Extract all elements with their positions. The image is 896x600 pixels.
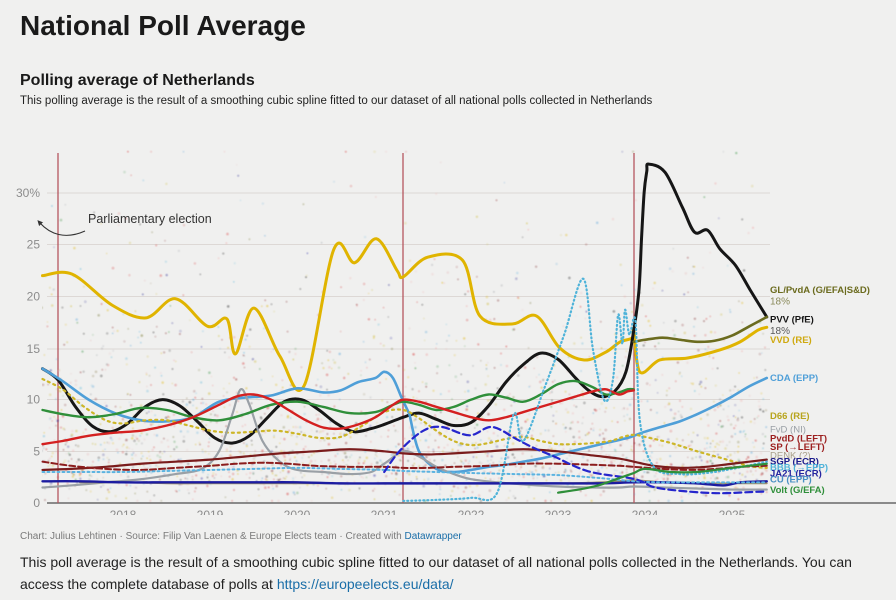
svg-text:15: 15 xyxy=(27,342,41,356)
svg-text:2022: 2022 xyxy=(458,508,485,515)
svg-text:18%: 18% xyxy=(770,297,790,308)
svg-text:2025: 2025 xyxy=(719,508,746,515)
svg-text:D66 (RE): D66 (RE) xyxy=(770,411,810,422)
svg-text:PVV (PfE): PVV (PfE) xyxy=(770,315,814,326)
svg-text:2021: 2021 xyxy=(371,508,398,515)
svg-text:25: 25 xyxy=(27,238,41,252)
svg-text:10: 10 xyxy=(27,393,41,407)
svg-text:30%: 30% xyxy=(16,186,40,200)
svg-text:2019: 2019 xyxy=(197,508,224,515)
svg-text:2023: 2023 xyxy=(545,508,572,515)
svg-text:VVD (RE): VVD (RE) xyxy=(770,335,812,346)
svg-text:Volt (G/EFA): Volt (G/EFA) xyxy=(770,485,825,496)
svg-text:Parliamentary election: Parliamentary election xyxy=(88,212,212,226)
svg-text:CDA (EPP): CDA (EPP) xyxy=(770,373,818,384)
svg-text:2018: 2018 xyxy=(110,508,137,515)
svg-text:0: 0 xyxy=(33,496,40,510)
svg-text:CU (EPP): CU (EPP) xyxy=(770,475,812,486)
svg-text:20: 20 xyxy=(27,290,41,304)
svg-text:5: 5 xyxy=(33,445,40,459)
svg-text:GL/PvdA (G/EFA|S&D): GL/PvdA (G/EFA|S&D) xyxy=(770,285,870,296)
svg-text:2024: 2024 xyxy=(632,508,659,515)
svg-text:2020: 2020 xyxy=(284,508,311,515)
